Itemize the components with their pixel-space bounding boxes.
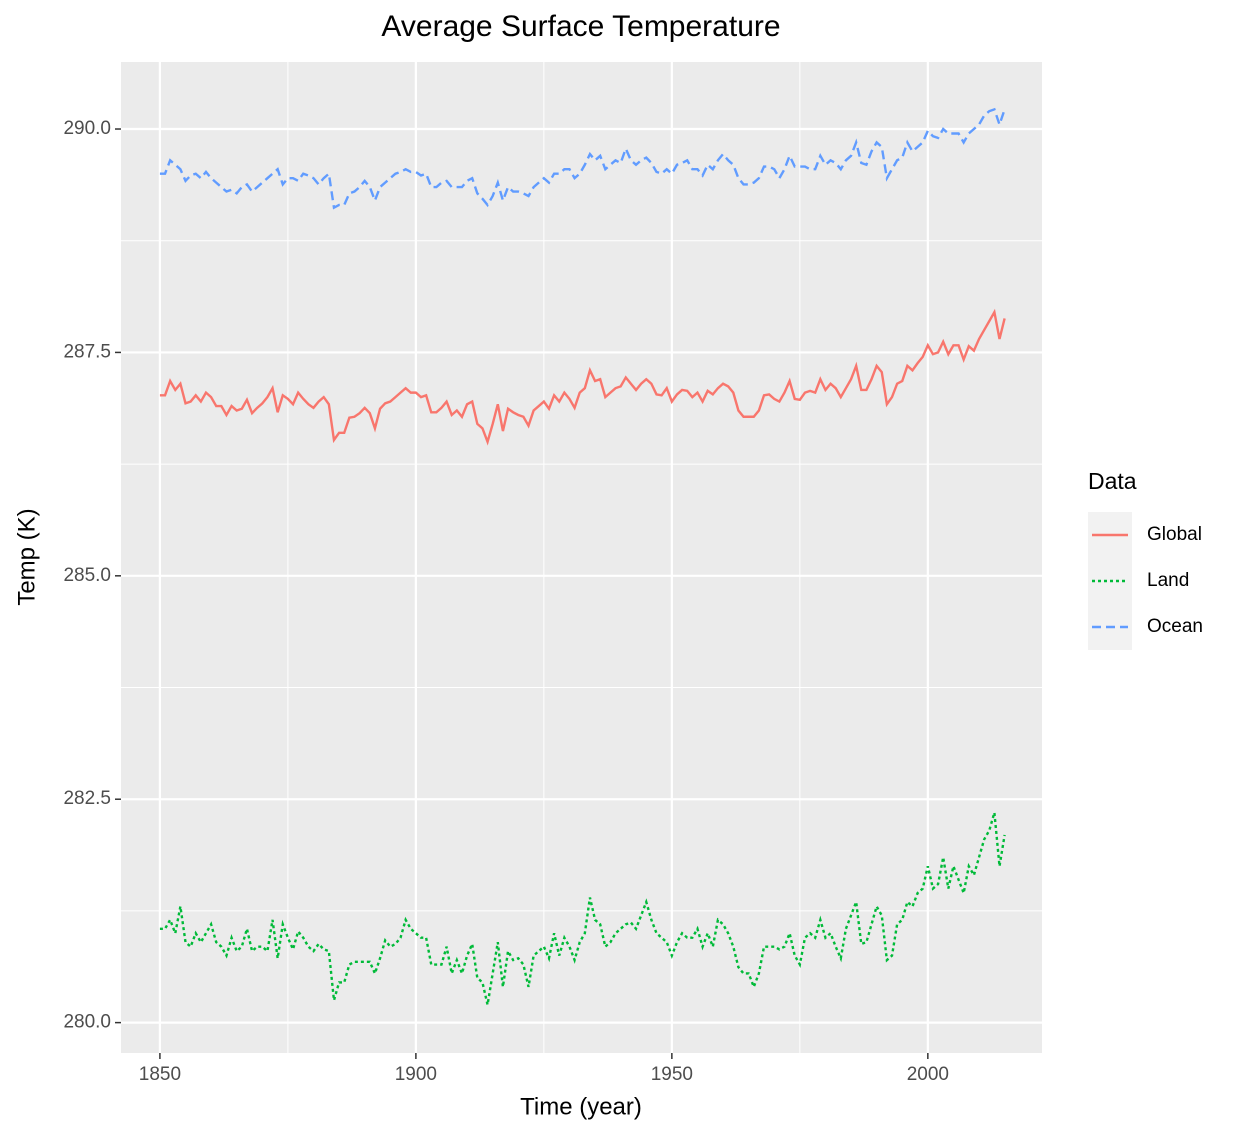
chart-title: Average Surface Temperature	[381, 10, 780, 43]
series-line	[159, 107, 1006, 210]
y-tick-label: 280.0	[63, 1012, 111, 1033]
panel	[121, 62, 1042, 1053]
legend-label: Ocean	[1147, 616, 1203, 637]
legend-label: Global	[1147, 524, 1202, 545]
y-tick-label: 287.5	[63, 341, 111, 362]
x-tick-label: 1900	[395, 1064, 437, 1085]
x-axis-label: Time (year)	[520, 1093, 642, 1120]
legend-label: Land	[1147, 570, 1189, 591]
x-tick-label: 2000	[907, 1064, 949, 1085]
legend-title: Data	[1088, 468, 1137, 494]
series-line	[159, 308, 1006, 446]
y-tick-label: 285.0	[63, 565, 111, 586]
series-line	[159, 812, 1006, 1006]
y-tick-label: 290.0	[63, 118, 111, 139]
x-tick-label: 1950	[651, 1064, 693, 1085]
y-axis-label: Temp (K)	[13, 508, 40, 605]
y-tick-label: 282.5	[63, 788, 111, 809]
x-tick-label: 1850	[139, 1064, 181, 1085]
